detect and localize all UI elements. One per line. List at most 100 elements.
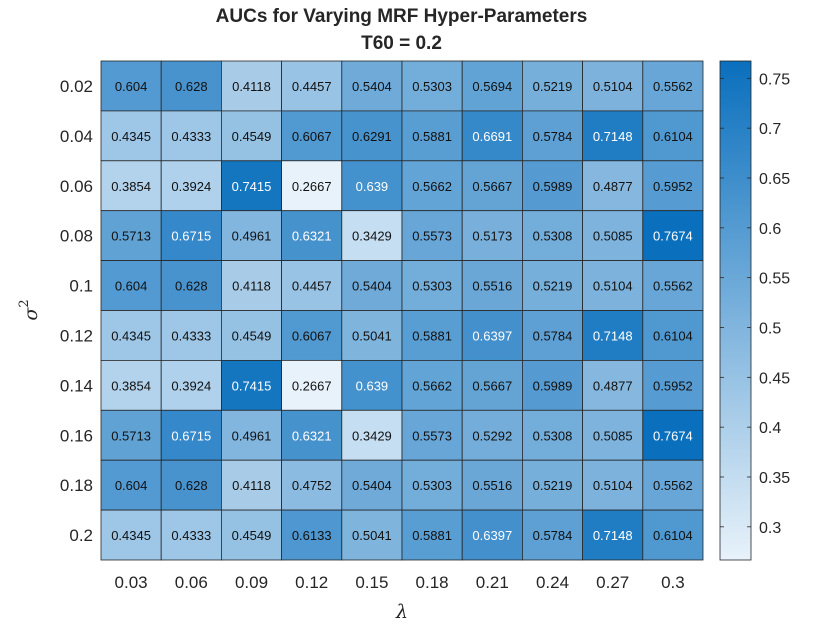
cell-value-label: 0.5104 xyxy=(593,279,633,294)
heatmap-cell xyxy=(642,359,704,411)
cell-value-label: 0.5881 xyxy=(412,129,452,144)
cell-value-label: 0.4333 xyxy=(171,129,211,144)
cell-value-label: 0.5952 xyxy=(653,378,693,393)
heatmap-cell xyxy=(582,459,644,511)
cell-value-label: 0.5562 xyxy=(653,79,693,94)
heatmap-cell xyxy=(401,359,463,411)
cell-value-label: 0.5085 xyxy=(593,428,633,443)
cell-value-label: 0.4118 xyxy=(232,279,271,294)
cell-value-label: 0.5784 xyxy=(533,328,573,343)
cell-value-label: 0.5989 xyxy=(533,378,573,393)
heatmap-cell xyxy=(341,459,403,511)
y-tick-label: 0.2 xyxy=(69,526,93,545)
heatmap-cell xyxy=(401,509,463,561)
colorbar-tick-label: 0.7 xyxy=(759,121,781,138)
cell-value-label: 0.7674 xyxy=(653,428,693,443)
cell-value-label: 0.5562 xyxy=(653,279,693,294)
cell-value-label: 0.5104 xyxy=(593,79,633,94)
heatmap-cell xyxy=(642,509,704,561)
cell-value-label: 0.5219 xyxy=(533,478,573,493)
cell-value-label: 0.7415 xyxy=(232,179,272,194)
cell-value-label: 0.5562 xyxy=(653,478,693,493)
cell-value-label: 0.5881 xyxy=(412,528,452,543)
heatmap-cell xyxy=(341,359,403,411)
heatmap-cell xyxy=(642,110,704,162)
cell-value-label: 0.3854 xyxy=(111,179,151,194)
heatmap-cell xyxy=(281,160,343,212)
cell-value-label: 0.6397 xyxy=(472,528,512,543)
heatmap-cell xyxy=(341,210,403,261)
cell-value-label: 0.6691 xyxy=(472,129,512,144)
heatmap-cell xyxy=(642,210,704,261)
heatmap-cell xyxy=(160,160,222,212)
heatmap-cell xyxy=(281,60,343,112)
x-axis-label: λ xyxy=(395,601,408,623)
cell-value-label: 0.6133 xyxy=(292,528,332,543)
cell-value-label: 0.628 xyxy=(175,478,208,493)
y-tick-label: 0.06 xyxy=(60,177,93,196)
heatmap-cell xyxy=(522,409,584,461)
cell-value-label: 0.5085 xyxy=(593,229,633,244)
chart-subtitle: T60 = 0.2 xyxy=(361,33,442,54)
cell-value-label: 0.4457 xyxy=(292,279,332,294)
cell-value-label: 0.5308 xyxy=(533,229,573,244)
cell-value-label: 0.4118 xyxy=(232,79,271,94)
cell-value-label: 0.604 xyxy=(115,478,148,493)
heatmap-cell xyxy=(100,60,162,112)
cell-value-label: 0.639 xyxy=(356,378,389,393)
cell-value-label: 0.4118 xyxy=(232,478,271,493)
heatmap-cell xyxy=(582,210,644,261)
cell-value-label: 0.7415 xyxy=(232,378,272,393)
cell-value-label: 0.5784 xyxy=(533,129,573,144)
heatmap-cell xyxy=(522,210,584,261)
x-tick-label: 0.03 xyxy=(115,573,148,592)
y-tick-label: 0.14 xyxy=(60,376,93,395)
y-axis-label: σ2 xyxy=(17,299,42,320)
colorbar-tick-label: 0.55 xyxy=(759,271,790,288)
heatmap-cell xyxy=(642,60,704,112)
x-tick-label: 0.06 xyxy=(175,573,208,592)
heatmap-cell xyxy=(281,509,343,561)
cell-value-label: 0.6104 xyxy=(653,129,693,144)
cell-value-label: 0.3924 xyxy=(171,179,211,194)
x-tick-label: 0.09 xyxy=(235,573,268,592)
heatmap-cell xyxy=(281,260,343,311)
cell-value-label: 0.3429 xyxy=(352,428,392,443)
cell-value-label: 0.4752 xyxy=(292,478,332,493)
x-tick-label: 0.21 xyxy=(476,573,509,592)
heatmap-cell xyxy=(220,359,282,411)
heatmap-cell xyxy=(220,260,282,311)
cell-value-label: 0.5989 xyxy=(533,179,573,194)
cell-value-label: 0.4333 xyxy=(171,328,211,343)
cell-value-label: 0.5667 xyxy=(472,378,512,393)
heatmap-cell xyxy=(281,409,343,461)
x-tick-label: 0.3 xyxy=(661,573,685,592)
heatmap-cell xyxy=(522,110,584,162)
cell-value-label: 0.2667 xyxy=(292,378,332,393)
cell-value-label: 0.5404 xyxy=(352,478,392,493)
heatmap-cell xyxy=(582,409,644,461)
heatmap-cell xyxy=(220,459,282,511)
y-tick-labels: 0.02 0.04 0.06 0.08 0.1 0.12 0.14 0.16 0.18 0.2 xyxy=(60,77,93,545)
colorbar-ticks: 0.3 0.35 0.4 0.45 0.5 0.55 0.6 0.65 0.7 0.75 xyxy=(720,71,790,537)
cell-value-label: 0.5303 xyxy=(412,79,452,94)
cell-value-label: 0.5292 xyxy=(472,428,512,443)
x-tick-labels: 0.03 0.06 0.09 0.12 0.15 0.18 0.21 0.24 0.27 0.3 xyxy=(115,573,685,592)
heatmap-cell xyxy=(160,110,222,162)
heatmap-cell xyxy=(401,409,463,461)
cell-value-label: 0.4457 xyxy=(292,79,332,94)
cell-value-label: 0.3854 xyxy=(111,378,151,393)
colorbar-tick-label: 0.75 xyxy=(759,71,790,88)
cell-value-label: 0.6291 xyxy=(352,129,392,144)
cell-value-label: 0.4877 xyxy=(593,179,633,194)
cell-value-label: 0.4549 xyxy=(232,328,272,343)
heatmap-cell xyxy=(642,310,704,361)
heatmap-cell xyxy=(341,509,403,561)
heatmap-cell xyxy=(461,509,523,561)
heatmap-cell xyxy=(160,409,222,461)
heatmap-cell xyxy=(461,260,523,311)
y-axis-label-superscript: 2 xyxy=(17,299,32,307)
cell-value-label: 0.6397 xyxy=(472,328,512,343)
heatmap-cell xyxy=(281,210,343,261)
